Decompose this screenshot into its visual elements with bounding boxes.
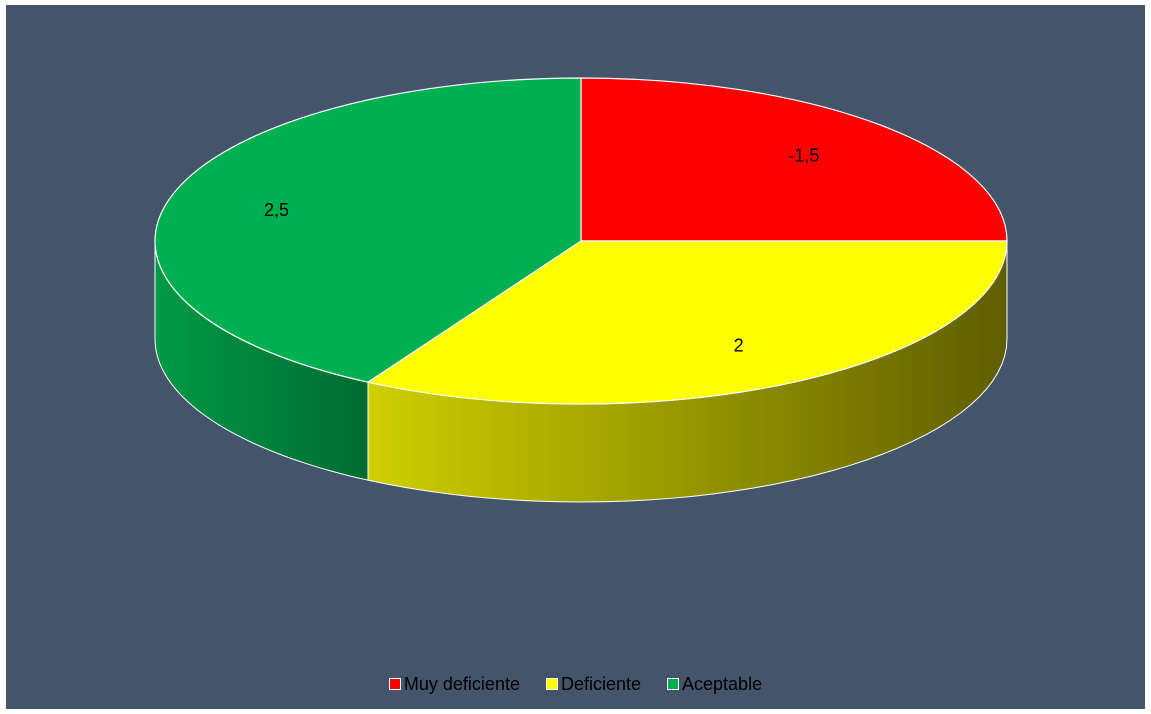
- legend-swatch-red: [388, 678, 401, 690]
- legend-item-muy-deficiente: Muy deficiente: [388, 673, 520, 695]
- slice-muy-deficiente: [580, 77, 1008, 242]
- legend-item-deficiente: Deficiente: [545, 673, 642, 695]
- data-label-deficiente: 2: [734, 335, 744, 355]
- legend-swatch-green: [667, 678, 680, 690]
- legend: Muy deficiente Deficiente Aceptable: [6, 670, 1145, 698]
- slice-deficiente: [366, 240, 1008, 405]
- chart-area: -1,5 2 2,5 Muy deficiente Deficiente Acept…: [6, 5, 1145, 709]
- legend-item-aceptable: Aceptable: [667, 674, 762, 695]
- data-label-muy-deficiente: -1,5: [788, 146, 819, 166]
- legend-label: Deficiente: [560, 673, 642, 694]
- legend-label: Aceptable: [682, 673, 763, 694]
- legend-swatch-yellow: [545, 678, 558, 690]
- data-label-aceptable: 2,5: [264, 200, 289, 220]
- pie-chart: -1,5 2 2,5: [154, 77, 1008, 503]
- legend-label: Muy deficiente: [403, 673, 520, 694]
- slice-aceptable: [154, 77, 582, 383]
